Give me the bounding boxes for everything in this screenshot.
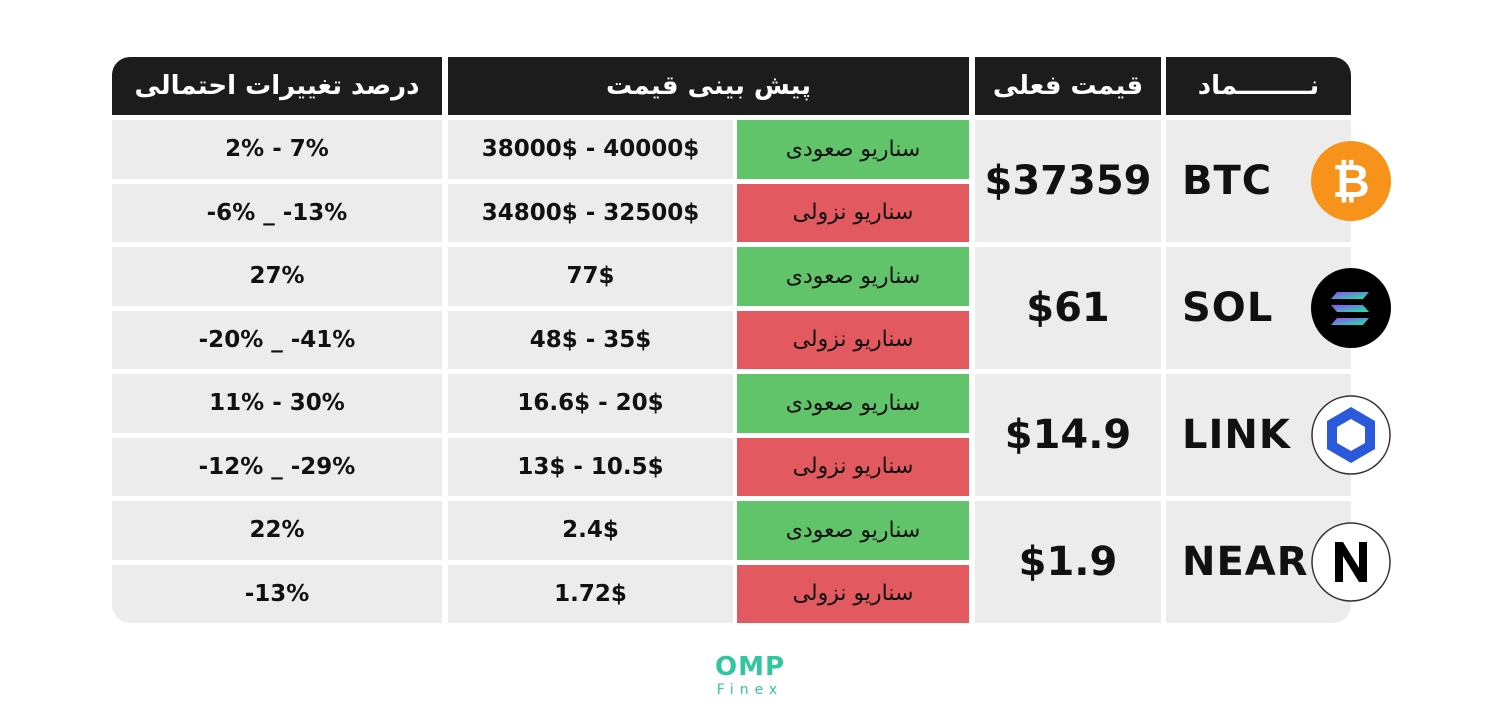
forecast-range-cell: 38000$ - 40000$ [448, 120, 733, 179]
symbol-label: LINK [1182, 412, 1291, 458]
scenario-up-badge: سناریو صعودی [737, 120, 969, 179]
bitcoin-icon: ₿ [1311, 141, 1391, 221]
solana-icon [1311, 268, 1391, 348]
current-price-cell: $1.9 [975, 501, 1161, 623]
forecast-range-cell: 48$ - 35$ [448, 310, 733, 369]
forecast-range-cell: 34800$ - 32500$ [448, 183, 733, 242]
header-forecast: پیش بینی قیمت [448, 57, 969, 115]
forecast-range-cell: 1.72$ [448, 564, 733, 623]
percent-cell: 2% - 7% [112, 120, 442, 179]
forecast-range-cell: 13$ - 10.5$ [448, 437, 733, 496]
percent-cell: 22% [112, 501, 442, 560]
forecast-range-cell: 77$ [448, 247, 733, 306]
chainlink-icon [1311, 395, 1391, 475]
percent-cell: -6% _ -13% [112, 183, 442, 242]
current-price-cell: $37359 [975, 120, 1161, 242]
percent-cell: 11% - 30% [112, 374, 442, 433]
current-price-cell: $61 [975, 247, 1161, 369]
brand-logo: OMP Finex [650, 652, 850, 698]
percent-cell: -12% _ -29% [112, 437, 442, 496]
header-percent: درصد تغییرات احتمالی [112, 57, 442, 115]
percent-cell: -20% _ -41% [112, 310, 442, 369]
forecast-range-cell: 2.4$ [448, 501, 733, 560]
near-icon [1311, 522, 1391, 602]
forecast-range-cell: 16.6$ - 20$ [448, 374, 733, 433]
symbol-label: NEAR [1182, 539, 1309, 585]
symbol-cell: SOL [1166, 247, 1351, 369]
scenario-up-badge: سناریو صعودی [737, 247, 969, 306]
percent-cell: 27% [112, 247, 442, 306]
header-symbol: نــــــــماد [1166, 57, 1351, 115]
scenario-down-badge: سناریو نزولی [737, 564, 969, 623]
scenario-down-badge: سناریو نزولی [737, 437, 969, 496]
brand-sub: Finex [716, 682, 784, 698]
percent-cell: -13% [112, 564, 442, 623]
current-price-cell: $14.9 [975, 374, 1161, 496]
brand-name: OMP [714, 652, 786, 682]
symbol-label: BTC [1182, 158, 1273, 204]
header-current-price: قیمت فعلی [975, 57, 1161, 115]
svg-text:₿: ₿ [1332, 154, 1370, 208]
scenario-down-badge: سناریو نزولی [737, 183, 969, 242]
scenario-up-badge: سناریو صعودی [737, 501, 969, 560]
scenario-up-badge: سناریو صعودی [737, 374, 969, 433]
symbol-label: SOL [1182, 285, 1274, 331]
scenario-down-badge: سناریو نزولی [737, 310, 969, 369]
